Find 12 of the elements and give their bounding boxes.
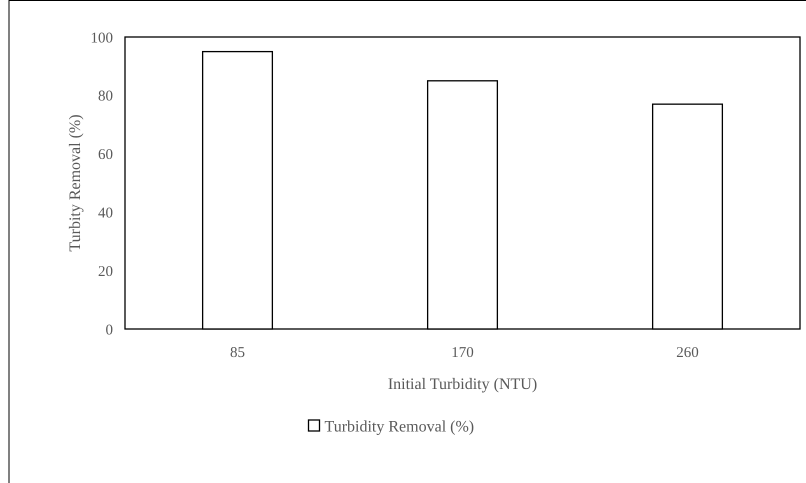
y-tick-label: 100 [90,30,113,46]
x-tick-label: 85 [230,345,245,361]
x-axis-title: Initial Turbidity (NTU) [388,376,538,393]
y-tick-label: 0 [106,322,113,338]
y-tick-label: 40 [98,205,113,222]
x-tick-label: 170 [451,345,474,361]
y-tick-label: 60 [98,147,113,164]
x-tick-label: 260 [676,345,699,361]
y-tick-label: 20 [98,264,113,280]
y-axis-title: Turbity Removal (%) [67,114,84,252]
y-tick-label: 80 [98,88,113,105]
legend-label: Turbidity Removal (%) [324,418,474,436]
